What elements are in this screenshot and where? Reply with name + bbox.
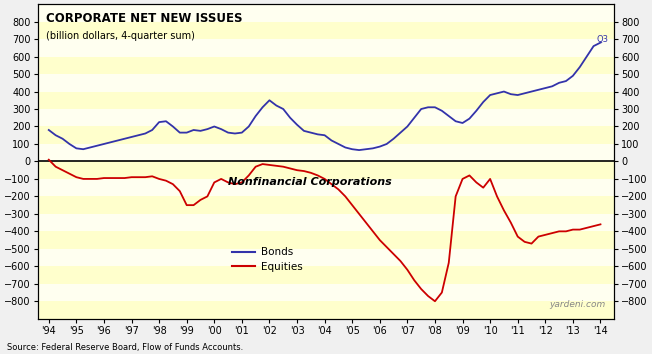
Bar — [38, 214, 614, 232]
Bar — [38, 232, 614, 249]
Text: Source: Federal Reserve Board, Flow of Funds Accounts.: Source: Federal Reserve Board, Flow of F… — [7, 343, 243, 352]
Legend: Bonds, Equities: Bonds, Equities — [228, 243, 306, 276]
Text: yardeni.com: yardeni.com — [550, 300, 606, 309]
Text: Q3: Q3 — [597, 35, 608, 44]
Text: Nonfinancial Corporations: Nonfinancial Corporations — [228, 177, 392, 187]
Bar — [38, 39, 614, 57]
Bar — [38, 196, 614, 214]
Bar — [38, 126, 614, 144]
Bar — [38, 266, 614, 284]
Bar — [38, 109, 614, 126]
Bar — [38, 22, 614, 39]
Bar — [38, 301, 614, 319]
Bar — [38, 74, 614, 92]
Bar — [38, 57, 614, 74]
Bar — [38, 284, 614, 301]
Bar — [38, 144, 614, 161]
Text: CORPORATE NET NEW ISSUES: CORPORATE NET NEW ISSUES — [46, 12, 243, 25]
Bar — [38, 249, 614, 266]
Bar — [38, 179, 614, 196]
Text: (billion dollars, 4-quarter sum): (billion dollars, 4-quarter sum) — [46, 31, 195, 41]
Bar — [38, 4, 614, 22]
Bar — [38, 161, 614, 179]
Bar — [38, 92, 614, 109]
